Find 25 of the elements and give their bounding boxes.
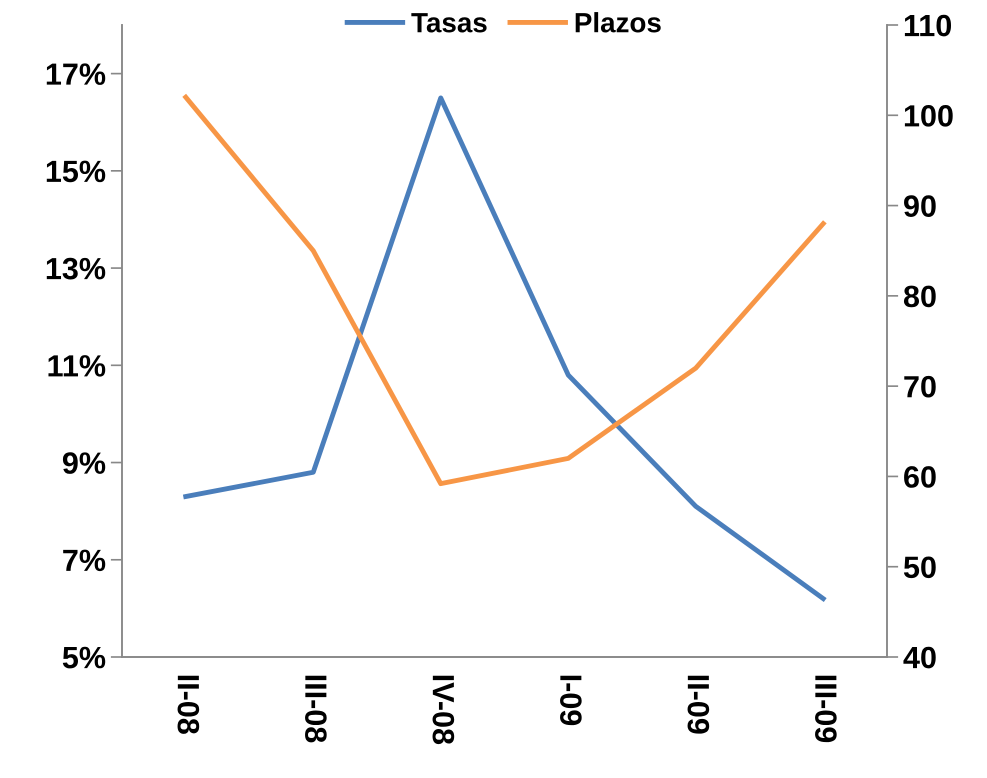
x-tick-label: II-09 bbox=[688, 676, 710, 734]
y-tick-label: 5% bbox=[62, 646, 106, 668]
y2-tick-label: 100 bbox=[904, 105, 953, 127]
y2-tick-label: 90 bbox=[904, 195, 936, 217]
y-tick-label: 15% bbox=[46, 160, 106, 182]
line-series bbox=[183, 95, 826, 602]
y-tick-label: 9% bbox=[62, 452, 106, 474]
line-series bbox=[183, 94, 826, 486]
y2-tick-label: 50 bbox=[904, 556, 936, 578]
x-tick-label: II-08 bbox=[178, 676, 200, 734]
y-tick-label: 17% bbox=[46, 63, 106, 85]
y-tick-label: 13% bbox=[46, 258, 106, 280]
y2-tick-label: 40 bbox=[903, 646, 936, 668]
y-tick-label: 11% bbox=[48, 355, 106, 377]
x-tick-label: III-09 bbox=[815, 676, 837, 742]
x-tick-label: IV-08 bbox=[432, 676, 454, 744]
y-tick-label: 7% bbox=[63, 550, 106, 572]
y2-tick-label: 70 bbox=[904, 376, 936, 398]
y2-tick-label: 80 bbox=[904, 286, 936, 308]
y2-tick-label: 110 bbox=[904, 14, 952, 36]
legend-label: Plazos bbox=[576, 12, 661, 32]
legend-label: Tasas bbox=[411, 13, 487, 32]
x-tick-label: I-09 bbox=[560, 676, 582, 726]
y2-tick-label: 60 bbox=[904, 466, 936, 488]
x-tick-label: III-08 bbox=[305, 676, 327, 742]
